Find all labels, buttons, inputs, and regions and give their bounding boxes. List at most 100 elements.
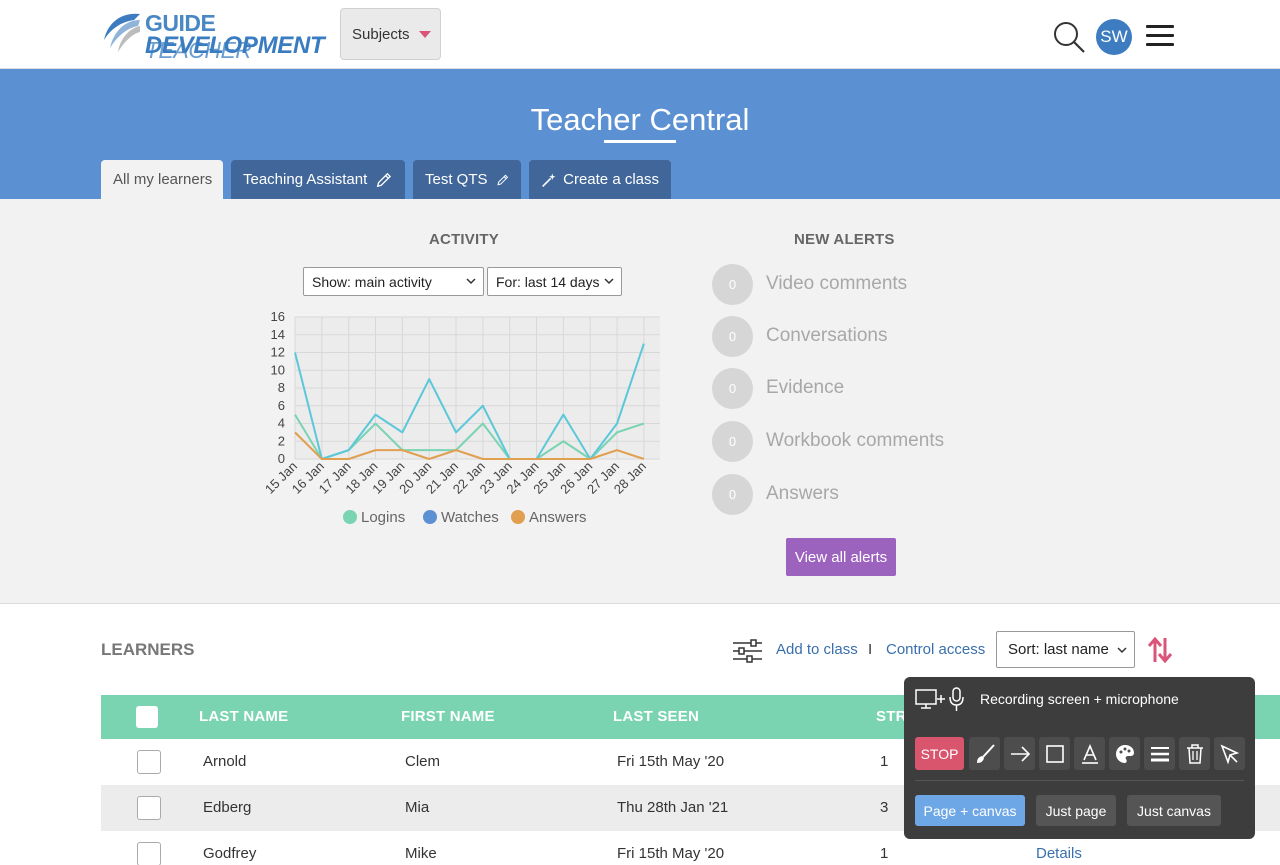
column-header-first-name[interactable]: FIRST NAME xyxy=(401,708,495,725)
legend-marker-logins xyxy=(343,510,357,524)
tab-test-qts[interactable]: Test QTS xyxy=(413,160,521,199)
row-checkbox[interactable] xyxy=(137,750,161,774)
select-all-checkbox[interactable] xyxy=(136,706,158,728)
cell-last-name: Godfrey xyxy=(203,845,257,862)
alert-conversations[interactable]: 0 Conversations xyxy=(712,315,888,357)
legend-marker-watches xyxy=(423,510,437,524)
magic-wand-icon xyxy=(542,173,556,187)
recorder-toolbar: STOP xyxy=(915,737,1245,771)
arrow-icon[interactable] xyxy=(1004,737,1035,770)
logo-text-line1: GUIDE TEACHER xyxy=(145,10,252,63)
legend-marker-answers xyxy=(511,510,525,524)
recorder-divider xyxy=(915,780,1244,781)
avatar[interactable]: SW xyxy=(1096,19,1132,55)
screen-recorder-panel: Recording screen + microphone STOP Page … xyxy=(904,677,1255,839)
cell-last-seen: Fri 15th May '20 xyxy=(617,753,725,770)
logo-text-line2: DEVELOPMENT xyxy=(145,32,325,59)
cell-last-seen: Thu 28th Jan '21 xyxy=(617,799,729,816)
palette-icon[interactable] xyxy=(1109,737,1140,770)
stop-recording-button[interactable]: STOP xyxy=(915,737,964,770)
tab-label: Create a class xyxy=(563,171,659,188)
alerts-heading: NEW ALERTS xyxy=(794,231,895,248)
cell-first-name: Clem xyxy=(405,753,441,770)
cell-str: 1 xyxy=(880,845,889,862)
sort-direction-icon[interactable] xyxy=(1147,636,1173,664)
tab-create-a-class[interactable]: Create a class xyxy=(529,160,671,199)
chevron-down-icon xyxy=(604,278,614,285)
alert-count-badge: 0 xyxy=(712,315,753,357)
top-bar: GUIDE TEACHER DEVELOPMENT Subjects SW xyxy=(0,0,1280,69)
brush-icon[interactable] xyxy=(969,737,1000,770)
cell-str: 1 xyxy=(880,753,889,770)
alert-count-badge: 0 xyxy=(712,420,753,462)
chevron-down-icon xyxy=(466,278,476,285)
alert-answers[interactable]: 0 Answers xyxy=(712,473,839,515)
cell-str: 3 xyxy=(880,799,889,816)
sort-select[interactable]: Sort: last name xyxy=(996,631,1135,668)
select-value: For: last 14 days xyxy=(496,273,600,290)
legend-label-logins: Logins xyxy=(361,509,405,526)
alert-label: Answers xyxy=(766,483,839,504)
row-checkbox[interactable] xyxy=(137,796,161,820)
time-range-select[interactable]: For: last 14 days xyxy=(487,267,622,296)
caret-down-icon xyxy=(418,30,431,38)
column-header-last-name[interactable]: LAST NAME xyxy=(199,708,289,725)
rectangle-icon[interactable] xyxy=(1039,737,1070,770)
alert-label: Conversations xyxy=(766,325,888,346)
add-to-class-link[interactable]: Add to class xyxy=(776,641,858,658)
y-tick-label: 8 xyxy=(278,380,285,395)
filter-sliders-icon[interactable] xyxy=(732,639,763,663)
chevron-down-icon xyxy=(1117,647,1127,654)
mode-page-canvas-button[interactable]: Page + canvas xyxy=(915,795,1025,826)
cursor-icon[interactable] xyxy=(1214,737,1245,770)
line-weight-icon[interactable] xyxy=(1144,737,1175,770)
view-all-alerts-button[interactable]: View all alerts xyxy=(786,538,896,576)
trash-icon[interactable] xyxy=(1179,737,1210,770)
logo[interactable]: GUIDE TEACHER DEVELOPMENT xyxy=(100,8,325,63)
legend-label-answers: Answers xyxy=(529,509,587,526)
cell-last-name: Arnold xyxy=(203,753,247,770)
tab-label: Teaching Assistant xyxy=(243,171,368,188)
mode-just-page-button[interactable]: Just page xyxy=(1036,795,1116,826)
title-underline xyxy=(604,140,676,143)
y-tick-label: 4 xyxy=(278,416,285,431)
control-access-link[interactable]: Control access xyxy=(886,641,986,658)
link-separator: I xyxy=(868,641,873,658)
table-row: Arnold Clem Fri 15th May '20 1 xyxy=(101,739,1280,785)
y-tick-label: 14 xyxy=(271,327,285,342)
select-value: Show: main activity xyxy=(312,273,432,290)
alert-evidence[interactable]: 0 Evidence xyxy=(712,367,844,409)
hamburger-menu-icon[interactable] xyxy=(1146,25,1174,49)
logo-swoosh-icon xyxy=(104,13,140,52)
screen-microphone-icon xyxy=(915,687,964,711)
alert-workbook-comments[interactable]: 0 Workbook comments xyxy=(712,420,945,462)
y-tick-label: 6 xyxy=(278,398,285,413)
cell-last-seen: Fri 15th May '20 xyxy=(617,845,725,862)
series-line-answers xyxy=(294,431,645,460)
alert-label: Workbook comments xyxy=(766,430,945,451)
subjects-dropdown-button[interactable]: Subjects xyxy=(340,8,441,60)
alert-count-badge: 0 xyxy=(712,263,753,305)
activity-heading: ACTIVITY xyxy=(429,231,499,248)
table-row: Godfrey Mike Fri 15th May '20 1 Details xyxy=(101,831,1280,865)
alert-video-comments[interactable]: 0 Video comments xyxy=(712,263,907,305)
tab-teaching-assistant[interactable]: Teaching Assistant xyxy=(231,160,405,199)
column-header-last-seen[interactable]: LAST SEEN xyxy=(613,708,699,725)
search-icon[interactable] xyxy=(1052,20,1086,54)
y-tick-label: 10 xyxy=(271,362,285,377)
text-icon[interactable] xyxy=(1074,737,1105,770)
page-title: Teacher Central xyxy=(530,102,750,137)
y-tick-label: 2 xyxy=(278,433,285,448)
column-header-str[interactable]: STR xyxy=(876,708,907,725)
show-activity-select[interactable]: Show: main activity xyxy=(303,267,484,296)
tab-label: All my learners xyxy=(113,171,213,188)
tab-all-my-learners[interactable]: All my learners xyxy=(101,160,223,199)
learners-heading: LEARNERS xyxy=(101,640,195,659)
details-link[interactable]: Details xyxy=(1036,845,1082,862)
row-checkbox[interactable] xyxy=(137,842,161,865)
cell-first-name: Mike xyxy=(405,845,437,862)
y-tick-label: 16 xyxy=(271,309,285,324)
pencil-icon[interactable] xyxy=(496,170,509,190)
pencil-icon[interactable] xyxy=(375,170,393,190)
mode-just-canvas-button[interactable]: Just canvas xyxy=(1127,795,1221,826)
